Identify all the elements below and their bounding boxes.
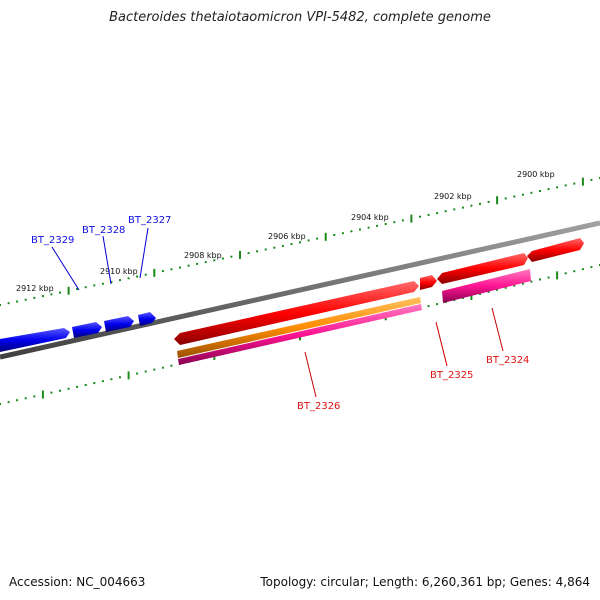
ruler-label-2906: 2906 kbp [268, 232, 306, 241]
gene-arrow-bt2328[interactable] [104, 316, 134, 332]
accession-text: Accession: NC_004663 [9, 575, 146, 589]
label-leaders [51, 227, 504, 398]
map-title: Bacteroides thetaiotaomicron VPI-5482, c… [109, 10, 491, 25]
gene-label-bt2325[interactable]: BT_2325 [430, 370, 473, 381]
genome-backbone [0, 220, 600, 360]
gene-label-bt2327[interactable]: BT_2327 [128, 215, 171, 226]
gene-arrow-bt2326[interactable] [174, 281, 419, 345]
gene-label-bt2328[interactable]: BT_2328 [82, 225, 125, 236]
gene-arrow-bt2325[interactable] [420, 275, 437, 290]
leader-bt2329 [51, 246, 80, 291]
ruler-label-2912: 2912 kbp [16, 284, 54, 293]
gene-arrow-bt2329[interactable] [72, 322, 102, 338]
pink-feature-bar-bt2326[interactable] [178, 304, 422, 365]
pink-feature-bar-bt2324[interactable] [442, 269, 531, 303]
gene-arrow-bt2327[interactable] [138, 312, 156, 326]
gene-arrow-upstream[interactable] [527, 238, 584, 262]
outer-tick-ruler [0, 177, 600, 306]
gene-arrow-bt2324[interactable] [437, 253, 528, 284]
gene-arrow-bt2329-segment[interactable] [0, 328, 70, 352]
ruler-label-2900: 2900 kbp [517, 170, 555, 179]
ruler-label-2904: 2904 kbp [351, 213, 389, 222]
orange-feature-bar[interactable] [177, 297, 421, 358]
gene-label-bt2329[interactable]: BT_2329 [31, 235, 74, 246]
gene-track-reverse [0, 312, 156, 352]
leader-bt2327 [139, 227, 149, 279]
genome-summary-text: Topology: circular; Length: 6,260,361 bp… [260, 575, 590, 589]
ruler-label-2910: 2910 kbp [100, 267, 138, 276]
gene-label-bt2324[interactable]: BT_2324 [486, 355, 529, 366]
leader-bt2328 [102, 235, 112, 285]
ruler-label-2908: 2908 kbp [184, 251, 222, 260]
leader-bt2324 [491, 307, 504, 352]
gene-track-forward [174, 238, 584, 345]
leader-bt2325 [435, 321, 448, 367]
ruler-label-2902: 2902 kbp [434, 192, 472, 201]
leader-bt2326 [304, 351, 317, 398]
gene-label-bt2326[interactable]: BT_2326 [297, 401, 340, 412]
feature-subtracks [177, 269, 531, 365]
